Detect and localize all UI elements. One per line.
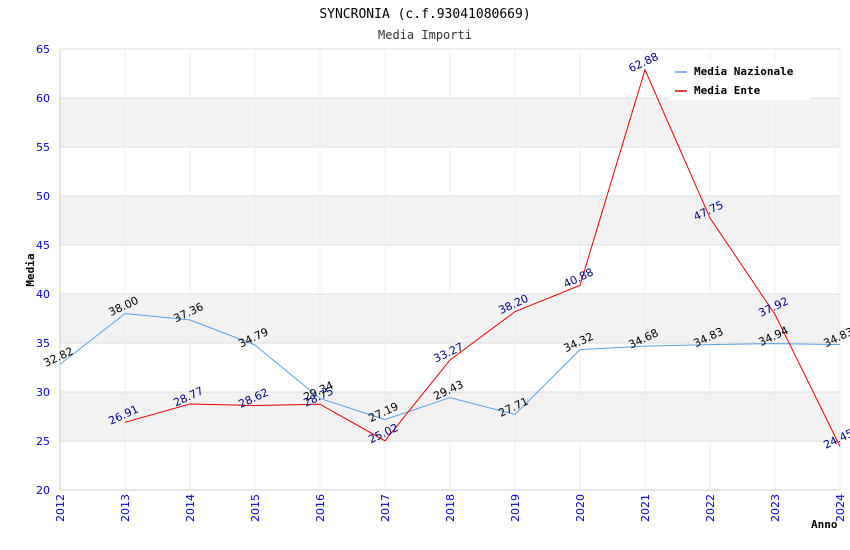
y-tick-label: 20: [36, 484, 50, 497]
x-tick-label: 2020: [574, 494, 587, 522]
x-tick-label: 2013: [119, 494, 132, 522]
y-tick-label: 60: [36, 92, 50, 105]
y-tick-label: 25: [36, 435, 50, 448]
y-tick-labels: 20 25 30 35 40 45 50 55 60 65: [36, 43, 50, 497]
series-lines: [59, 68, 841, 447]
series-line-ente: [124, 68, 841, 447]
series-line-nazionale: [59, 313, 841, 421]
y-tick-label: 40: [36, 288, 50, 301]
x-tick-label: 2024: [834, 494, 847, 522]
x-tick-label: 2015: [249, 494, 262, 522]
legend: Media Nazionale Media Ente: [668, 60, 810, 100]
y-tick-label: 50: [36, 190, 50, 203]
y-tick-label: 65: [36, 43, 50, 56]
x-tick-label: 2016: [314, 494, 327, 522]
legend-box: [668, 60, 810, 100]
x-axis-label: Anno: [811, 518, 838, 531]
x-tick-label: 2022: [704, 494, 717, 522]
x-tick-label: 2018: [444, 494, 457, 522]
legend-label-ente: Media Ente: [694, 84, 761, 97]
x-tick-label: 2021: [639, 494, 652, 522]
x-tick-label: 2014: [184, 494, 197, 522]
chart-subtitle: Media Importi: [378, 28, 472, 42]
y-axis-label: Media: [24, 253, 37, 286]
y-tick-label: 55: [36, 141, 50, 154]
x-tick-label: 2019: [509, 494, 522, 522]
chart-title: SYNCRONIA (c.f.93041080669): [319, 7, 530, 22]
y-tick-label: 35: [36, 337, 50, 350]
y-tick-label: 30: [36, 386, 50, 399]
x-tick-labels: 2012 2013 2014 2015 2016 2017 2018 2019 2020 2021…: [54, 494, 847, 522]
legend-label-nazionale: Media Nazionale: [694, 65, 794, 78]
x-tick-label: 2023: [769, 494, 782, 522]
x-tick-label: 2017: [379, 494, 392, 522]
x-tick-label: 2012: [54, 494, 67, 522]
y-tick-label: 45: [36, 239, 50, 252]
